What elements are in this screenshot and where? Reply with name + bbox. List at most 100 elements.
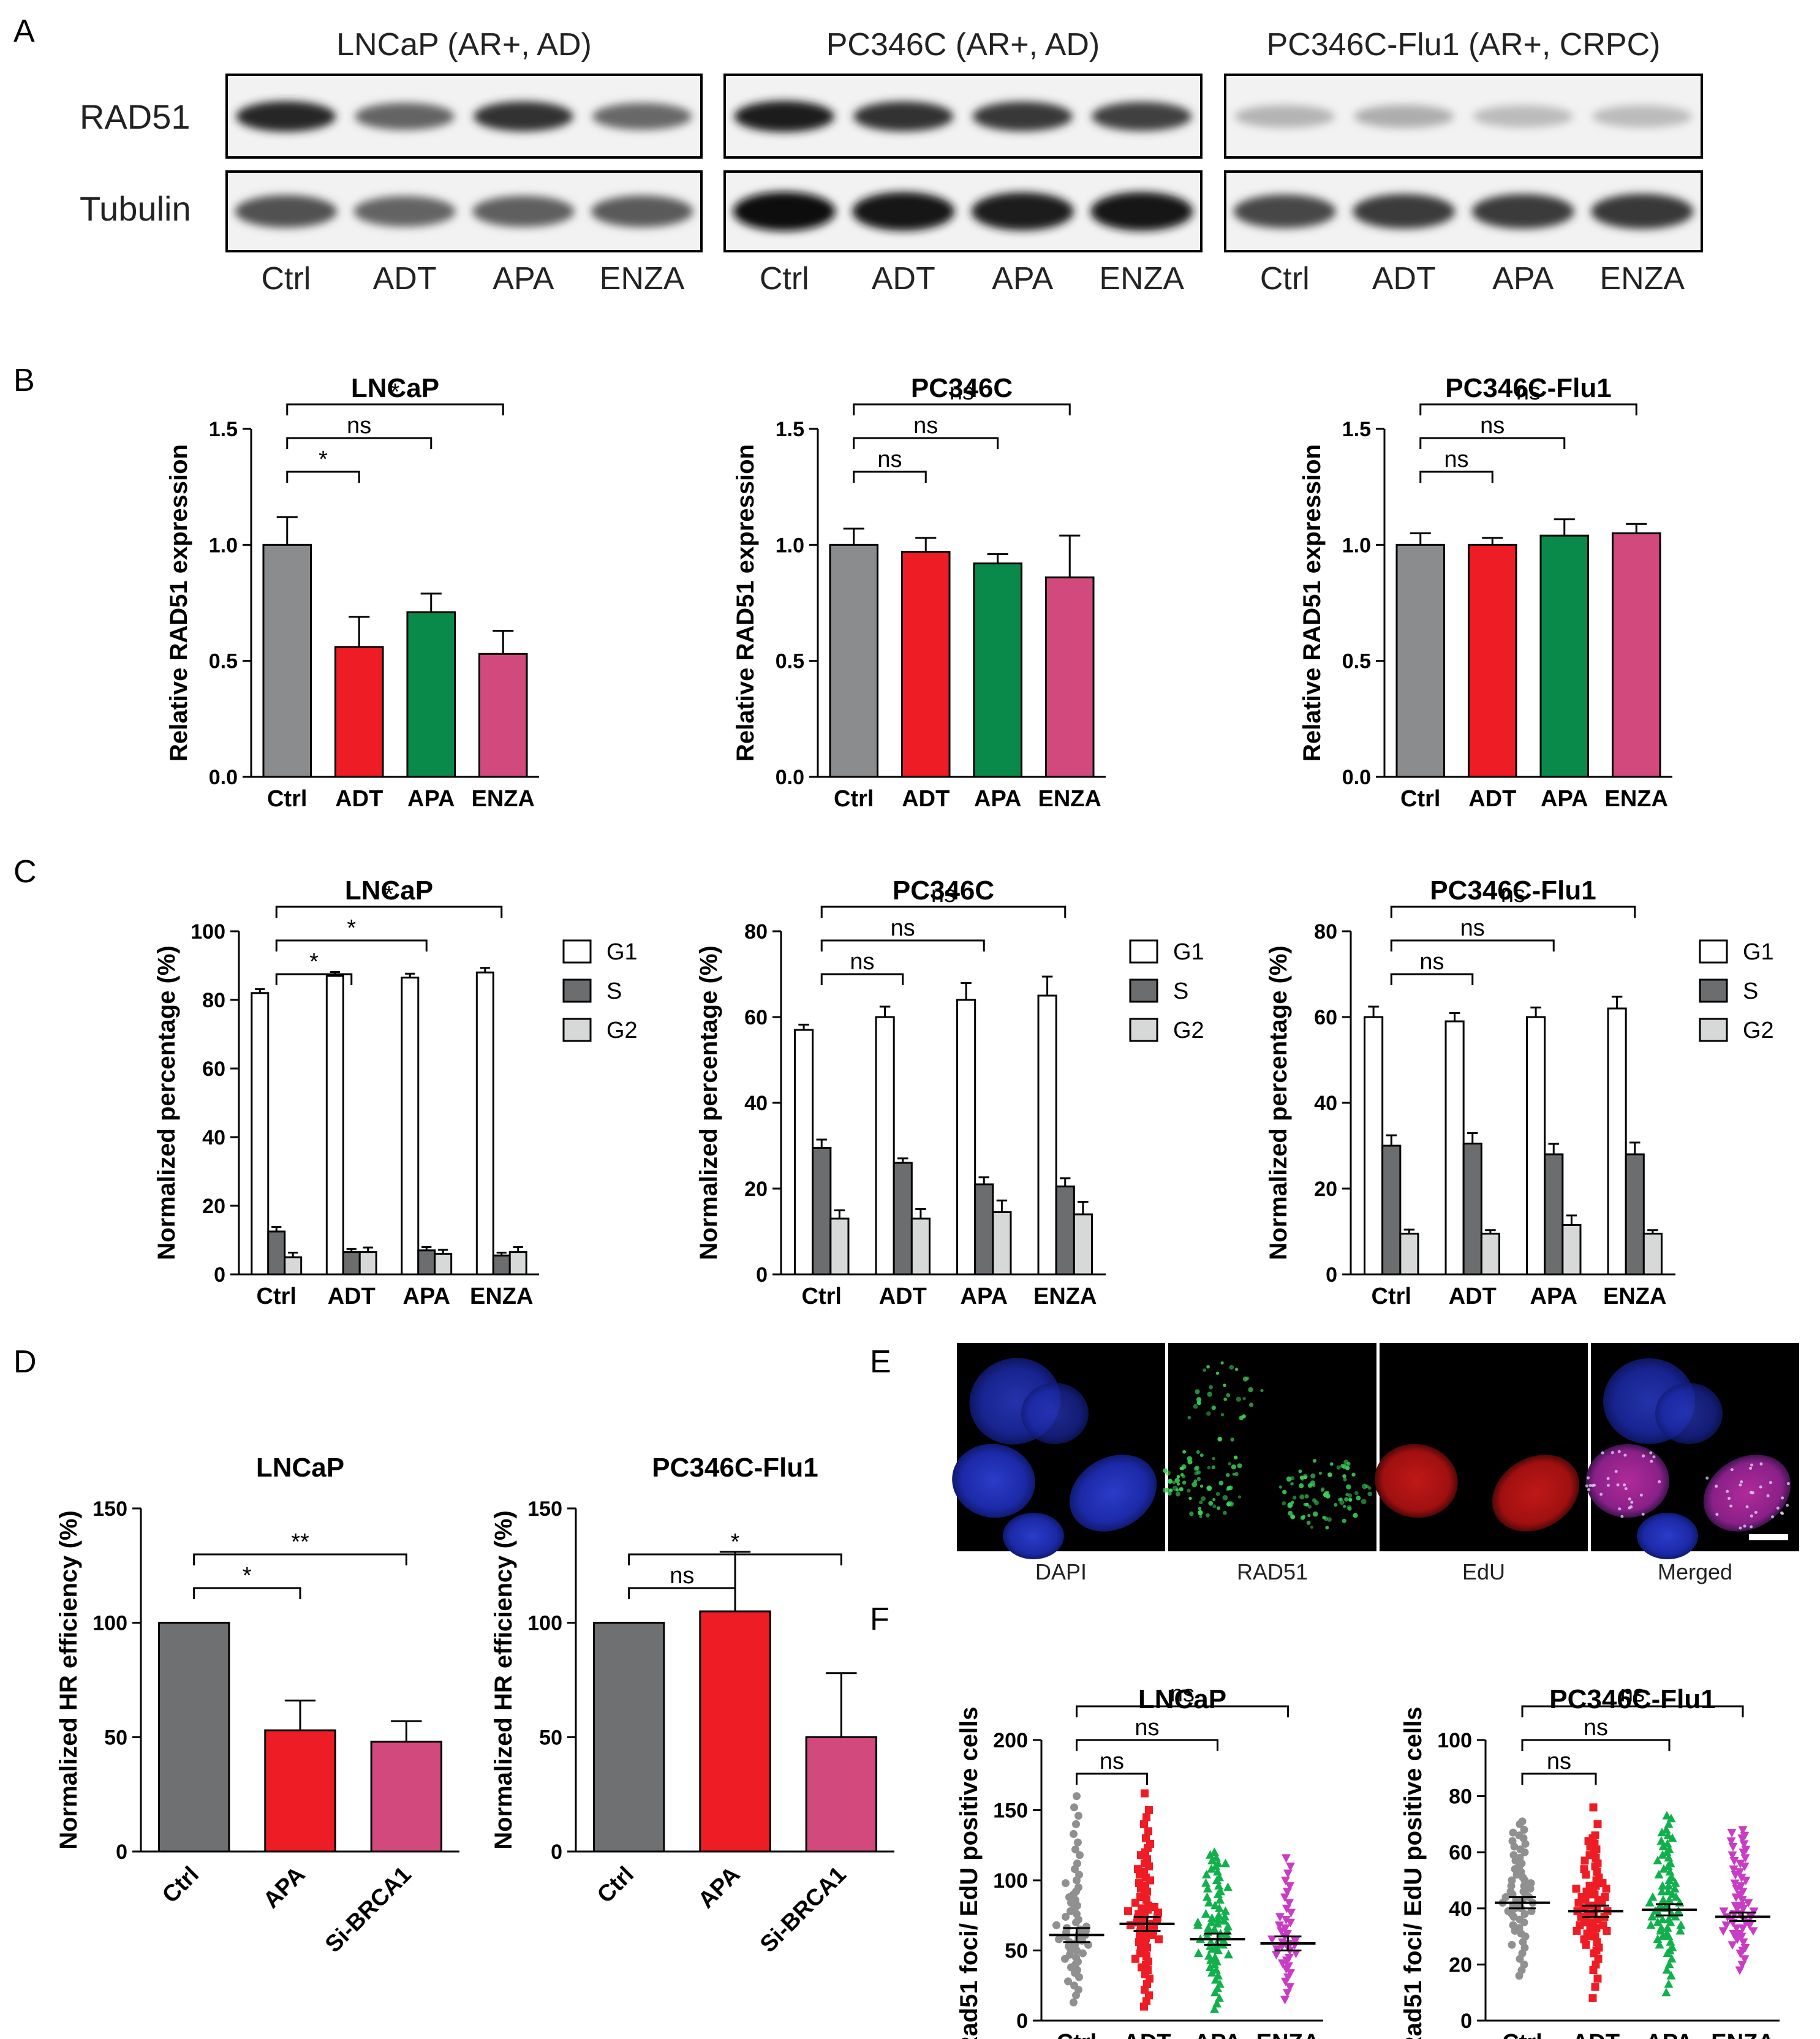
rad51-focus xyxy=(1176,1475,1180,1478)
data-point xyxy=(1527,1879,1535,1888)
data-point xyxy=(1653,1934,1663,1943)
data-point xyxy=(1646,1920,1656,1929)
merged-focus xyxy=(1630,1500,1634,1504)
data-point xyxy=(1662,1929,1672,1938)
merged-focus xyxy=(1658,1480,1661,1483)
y-tick-label: 0 xyxy=(1016,2010,1028,2033)
data-point xyxy=(1718,1927,1728,1936)
significance-label: ns xyxy=(1516,379,1541,405)
rad51-focus xyxy=(1226,1502,1231,1507)
data-point xyxy=(1727,1829,1737,1838)
data-point xyxy=(1206,1937,1215,1946)
data-point xyxy=(1520,1910,1529,1918)
blot-title: PC346C (AR+, AD) xyxy=(826,27,1100,62)
y-tick-label: 0 xyxy=(1460,2010,1472,2033)
rad51-focus xyxy=(1226,1393,1231,1398)
chart-title: LNCaP xyxy=(1138,1684,1226,1714)
y-tick-label: 50 xyxy=(539,1726,562,1749)
data-point xyxy=(1124,1907,1132,1915)
significance-label: ns xyxy=(1460,915,1485,941)
data-point xyxy=(1155,1935,1163,1943)
rad51-band xyxy=(1092,102,1192,131)
data-point xyxy=(1727,1941,1737,1950)
rad51-focus xyxy=(1237,1463,1242,1469)
tubulin-band xyxy=(971,192,1074,231)
rad51-focus xyxy=(1290,1514,1296,1519)
chart-C2: PC346C 0 20 40 60 80 Normalized percentage (%)… xyxy=(695,876,1204,1309)
category-label: Ctrl xyxy=(1057,2030,1097,2039)
nucleus-dapi xyxy=(1021,1383,1089,1444)
data-point xyxy=(1738,1826,1748,1835)
rad51-focus xyxy=(1229,1364,1234,1370)
significance-bracket xyxy=(853,403,1071,415)
data-point xyxy=(1202,1869,1211,1878)
bar-G1 xyxy=(325,975,344,1276)
tubulin-band xyxy=(1233,194,1336,229)
rad51-focus xyxy=(1236,1396,1242,1402)
legend-swatch xyxy=(1129,939,1158,964)
data-point xyxy=(1074,1883,1082,1891)
category-label: APA xyxy=(961,1284,1008,1309)
y-tick-label: 100 xyxy=(191,920,225,944)
rad51-focus xyxy=(1199,1515,1203,1518)
data-point xyxy=(1726,1837,1736,1846)
data-point xyxy=(1201,1908,1210,1918)
data-point xyxy=(1135,1879,1143,1888)
bar-S xyxy=(417,1249,436,1276)
data-point xyxy=(1667,1872,1677,1882)
category-label: Ctrl xyxy=(257,1284,296,1309)
blot-group: PC346C-Flu1 (AR+, CRPC) Ctrl ADT APA ENZA xyxy=(1224,27,1703,297)
data-point xyxy=(1580,1865,1588,1874)
data-point xyxy=(1275,1913,1285,1922)
rad51-focus xyxy=(1172,1485,1178,1491)
rad51-focus xyxy=(1326,1491,1330,1495)
data-point xyxy=(1074,1838,1082,1847)
legend-label: S xyxy=(1743,978,1758,1004)
merged-focus xyxy=(1739,1483,1742,1487)
rad51-band xyxy=(355,102,455,131)
bar xyxy=(1539,534,1590,778)
legend-swatch xyxy=(1699,1018,1728,1042)
chart-title: PC346C-Flu1 xyxy=(1445,373,1611,403)
rad51-focus xyxy=(1169,1488,1173,1492)
bar-G1 xyxy=(401,977,420,1276)
row-label-tubulin: Tubulin xyxy=(80,189,191,228)
data-point xyxy=(1210,1847,1219,1856)
rad51-focus xyxy=(1189,1511,1194,1516)
y-tick-label: 150 xyxy=(527,1497,562,1521)
category-label: ADT xyxy=(902,786,950,812)
data-point xyxy=(1213,1867,1222,1876)
y-tick-label: 1.0 xyxy=(776,534,804,557)
rad51-focus xyxy=(1206,1411,1211,1416)
data-point xyxy=(1593,1820,1602,1828)
data-point xyxy=(1735,1868,1745,1877)
category-label: ENZA xyxy=(1256,2030,1320,2039)
data-point xyxy=(1064,1977,1072,1986)
lane-label: ADT xyxy=(1372,261,1436,297)
y-tick-label: 0.0 xyxy=(776,766,804,789)
merged-focus xyxy=(1614,1470,1618,1473)
data-point xyxy=(1516,1853,1524,1862)
significance-bracket xyxy=(1419,471,1493,483)
significance-label: ns xyxy=(1100,1749,1124,1774)
data-point xyxy=(1215,1872,1224,1882)
bar-S xyxy=(1055,1186,1075,1276)
tubulin-band xyxy=(1353,194,1456,229)
rad51-focus xyxy=(1172,1480,1176,1485)
data-point xyxy=(1662,1810,1672,1820)
legend-swatch xyxy=(1129,978,1158,1003)
data-point xyxy=(1727,1851,1737,1860)
rad51-focus xyxy=(1234,1368,1239,1371)
tubulin-band xyxy=(852,192,955,231)
merged-focus xyxy=(1745,1505,1749,1508)
significance-bracket xyxy=(286,471,360,483)
significance-label: * xyxy=(243,1563,252,1589)
data-point xyxy=(1653,1917,1663,1926)
bar xyxy=(1611,532,1661,778)
chart-title: LNCaP xyxy=(256,1453,344,1483)
rad51-focus xyxy=(1182,1480,1187,1485)
category-label: APA xyxy=(1194,2030,1241,2039)
rad51-focus xyxy=(1209,1385,1214,1390)
chart-D1: LNCaP 0 50 100 150 Normalized HR efficiency (… xyxy=(55,1453,459,1958)
data-point xyxy=(1740,1854,1750,1863)
